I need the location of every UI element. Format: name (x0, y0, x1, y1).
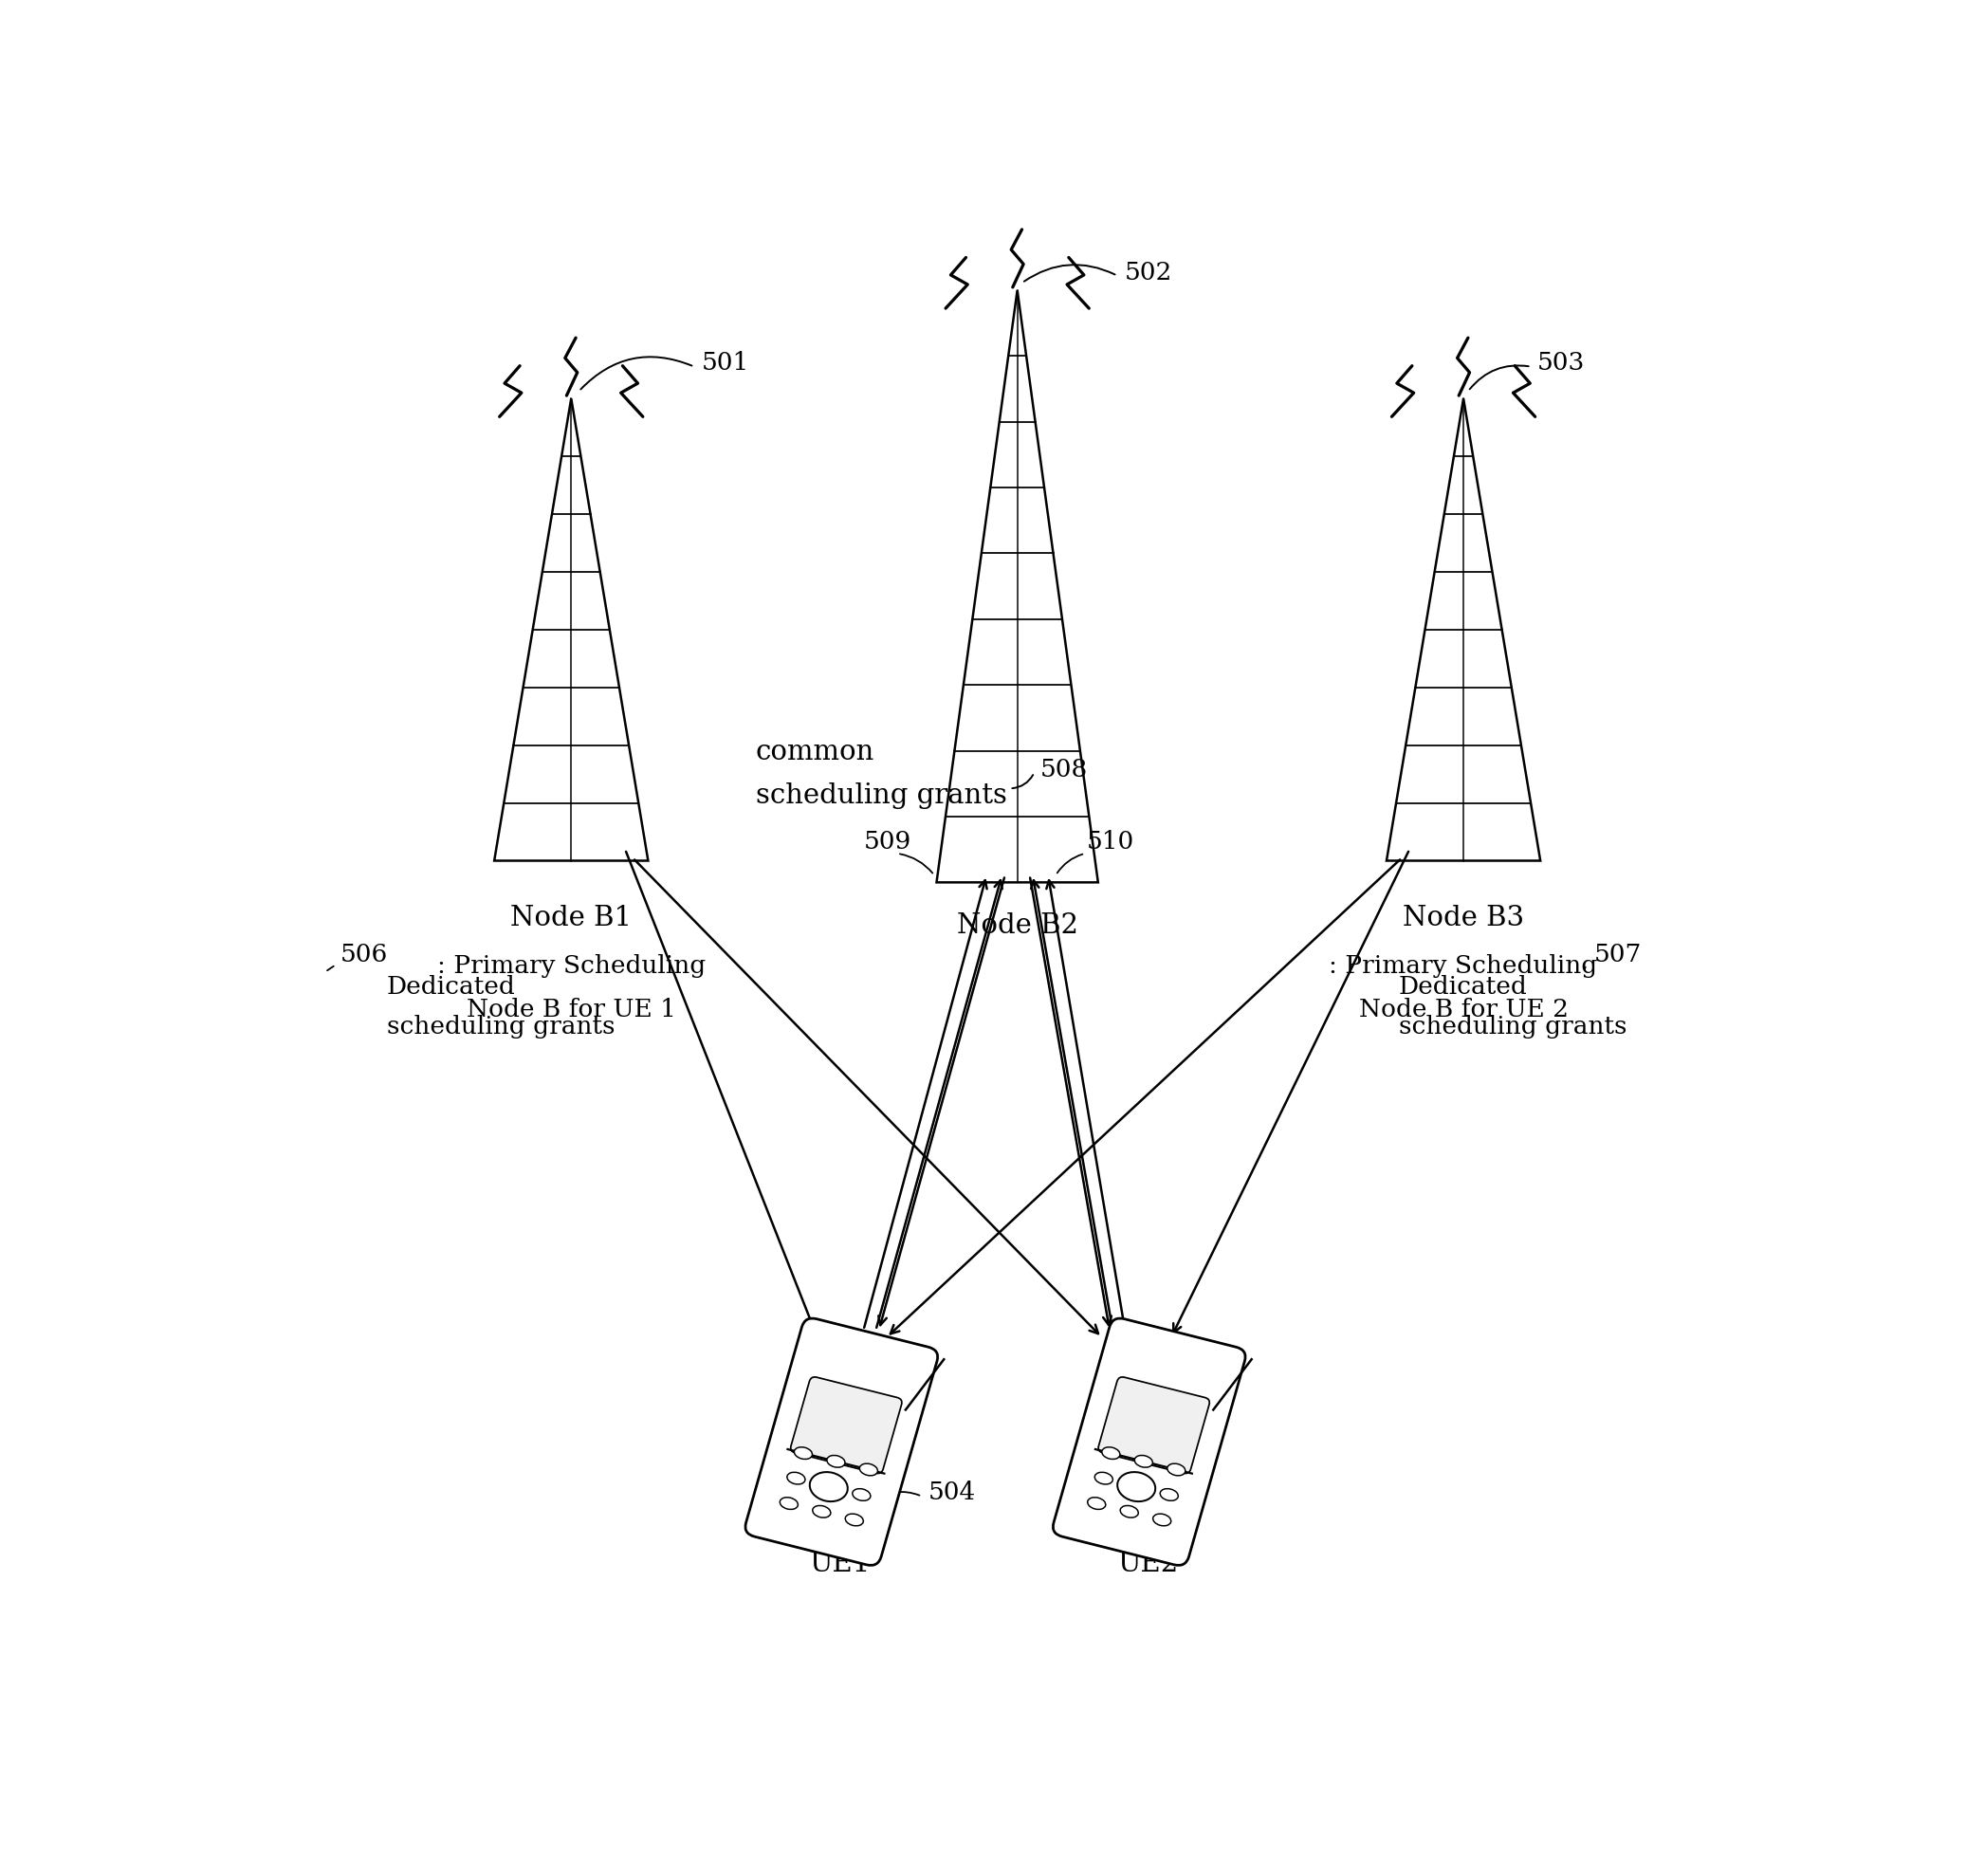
Text: Dedicated: Dedicated (387, 976, 516, 998)
Text: : Primary Scheduling: : Primary Scheduling (1330, 955, 1598, 977)
Ellipse shape (846, 1514, 863, 1525)
Ellipse shape (820, 1480, 838, 1493)
Ellipse shape (1167, 1463, 1185, 1476)
Text: scheduling grants: scheduling grants (756, 782, 1006, 809)
Ellipse shape (1153, 1514, 1171, 1525)
Ellipse shape (1118, 1473, 1155, 1501)
Ellipse shape (1135, 1456, 1153, 1467)
FancyBboxPatch shape (1098, 1377, 1209, 1473)
Ellipse shape (794, 1446, 812, 1460)
FancyBboxPatch shape (790, 1377, 901, 1473)
Text: : Primary Scheduling: : Primary Scheduling (437, 955, 705, 977)
Text: 506: 506 (341, 944, 389, 966)
Ellipse shape (1102, 1446, 1120, 1460)
Text: 508: 508 (1040, 758, 1088, 782)
Text: 501: 501 (703, 351, 750, 375)
Ellipse shape (780, 1497, 798, 1510)
Ellipse shape (1159, 1490, 1179, 1501)
Text: scheduling grants: scheduling grants (387, 1015, 615, 1039)
Ellipse shape (786, 1473, 806, 1484)
FancyBboxPatch shape (1052, 1319, 1245, 1565)
Ellipse shape (852, 1490, 871, 1501)
Text: 504: 504 (929, 1480, 977, 1505)
Ellipse shape (810, 1473, 848, 1501)
Text: 502: 502 (1125, 261, 1173, 285)
Text: 505: 505 (1161, 1480, 1209, 1505)
Ellipse shape (1088, 1497, 1106, 1510)
Text: UE1: UE1 (810, 1551, 871, 1578)
Ellipse shape (1127, 1480, 1145, 1493)
Text: 503: 503 (1536, 351, 1586, 375)
Text: Node B1: Node B1 (510, 904, 631, 930)
Text: 510: 510 (1086, 831, 1133, 854)
Text: Node B for UE 2: Node B for UE 2 (1358, 998, 1568, 1021)
Text: 509: 509 (863, 831, 911, 854)
Ellipse shape (1120, 1506, 1137, 1518)
Text: Node B2: Node B2 (957, 912, 1078, 938)
Text: scheduling grants: scheduling grants (1399, 1015, 1628, 1039)
Ellipse shape (1094, 1473, 1114, 1484)
Text: UE2: UE2 (1118, 1551, 1179, 1578)
Text: common: common (756, 739, 875, 765)
Text: Node B for UE 1: Node B for UE 1 (466, 998, 677, 1021)
Text: 507: 507 (1594, 944, 1642, 966)
Ellipse shape (828, 1456, 846, 1467)
Ellipse shape (812, 1506, 830, 1518)
Ellipse shape (860, 1463, 877, 1476)
FancyBboxPatch shape (744, 1319, 937, 1565)
Text: Dedicated: Dedicated (1399, 976, 1528, 998)
Text: Node B3: Node B3 (1403, 904, 1524, 930)
